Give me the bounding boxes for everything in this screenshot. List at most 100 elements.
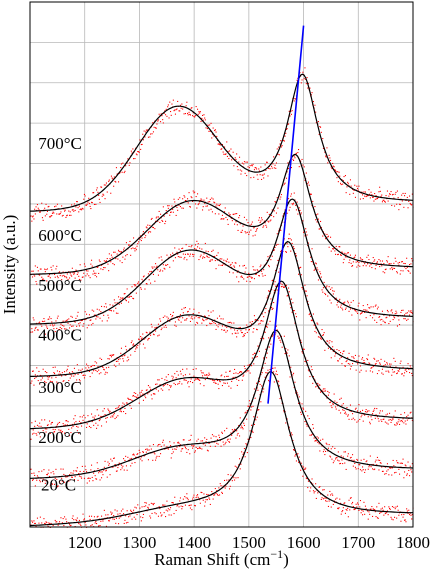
data-point [93, 417, 95, 419]
data-point [328, 500, 330, 502]
data-point [248, 329, 250, 331]
data-point [69, 435, 71, 437]
data-point [205, 499, 207, 501]
data-point [191, 197, 193, 199]
data-point [43, 469, 45, 471]
data-point [266, 372, 268, 374]
data-point [102, 410, 104, 412]
data-point [248, 405, 250, 407]
data-point [207, 494, 209, 496]
data-point [104, 460, 106, 462]
data-point [176, 446, 178, 448]
data-point [164, 379, 166, 381]
data-point [335, 297, 337, 299]
data-point [118, 249, 120, 251]
data-point [124, 170, 126, 172]
data-point [191, 245, 193, 247]
data-point [80, 279, 82, 281]
data-point [342, 309, 344, 311]
data-point [215, 492, 217, 494]
data-point [360, 512, 362, 514]
data-point [354, 196, 356, 198]
data-point [342, 302, 344, 304]
data-point [73, 203, 75, 205]
fit-curves [29, 73, 413, 527]
data-point [177, 100, 179, 102]
data-point [331, 341, 333, 343]
data-point [335, 170, 337, 172]
data-point [110, 192, 112, 194]
data-point [396, 190, 398, 192]
data-point [102, 474, 104, 476]
data-point [409, 465, 411, 467]
data-point [86, 423, 88, 425]
data-point [101, 366, 103, 368]
data-point [250, 276, 252, 278]
data-point [41, 522, 43, 524]
data-point [267, 369, 269, 371]
data-point [307, 359, 309, 361]
data-point [219, 144, 221, 146]
data-point [88, 324, 90, 326]
data-point [353, 459, 355, 461]
data-point [372, 196, 374, 198]
data-point [396, 423, 398, 425]
data-point [59, 371, 61, 373]
data-point [47, 424, 49, 426]
data-point [378, 316, 380, 318]
data-point [356, 458, 358, 460]
data-point [39, 211, 41, 213]
x-tick-label-5: 1700 [341, 533, 375, 552]
data-point [152, 122, 154, 124]
data-point [295, 209, 297, 211]
data-point [213, 201, 215, 203]
data-point [216, 439, 218, 441]
data-point [406, 510, 408, 512]
data-point [201, 117, 203, 119]
data-point [171, 205, 173, 207]
data-point [80, 422, 82, 424]
data-point [251, 277, 253, 279]
data-point [345, 361, 347, 363]
data-point [392, 459, 394, 461]
data-point [86, 363, 88, 365]
data-point [256, 174, 258, 176]
data-point [178, 248, 180, 250]
data-point [144, 502, 146, 504]
data-point [135, 284, 137, 286]
data-point [212, 379, 214, 381]
data-point [342, 510, 344, 512]
data-point [157, 323, 159, 325]
data-point [226, 261, 228, 263]
data-point [147, 129, 149, 131]
data-point [365, 265, 367, 267]
data-point [316, 385, 318, 387]
data-point [337, 360, 339, 362]
data-point [79, 322, 81, 324]
data-point [84, 465, 86, 467]
data-point [127, 296, 129, 298]
data-point [96, 523, 98, 525]
data-point [348, 352, 350, 354]
data-point [386, 511, 388, 513]
data-point [401, 261, 403, 263]
data-point [325, 155, 327, 157]
data-point [83, 323, 85, 325]
data-point [290, 307, 292, 309]
data-point [211, 491, 213, 493]
data-point [167, 510, 169, 512]
data-point [226, 219, 228, 221]
data-point [204, 505, 206, 507]
data-point [210, 311, 212, 313]
data-point [336, 457, 338, 459]
data-point [329, 490, 331, 492]
data-point [344, 256, 346, 258]
data-point [313, 269, 315, 271]
data-point [271, 214, 273, 216]
data-point [64, 424, 66, 426]
data-point [172, 99, 174, 101]
data-point [54, 431, 56, 433]
data-point [145, 283, 147, 285]
data-point [78, 278, 80, 280]
data-point [238, 161, 240, 163]
